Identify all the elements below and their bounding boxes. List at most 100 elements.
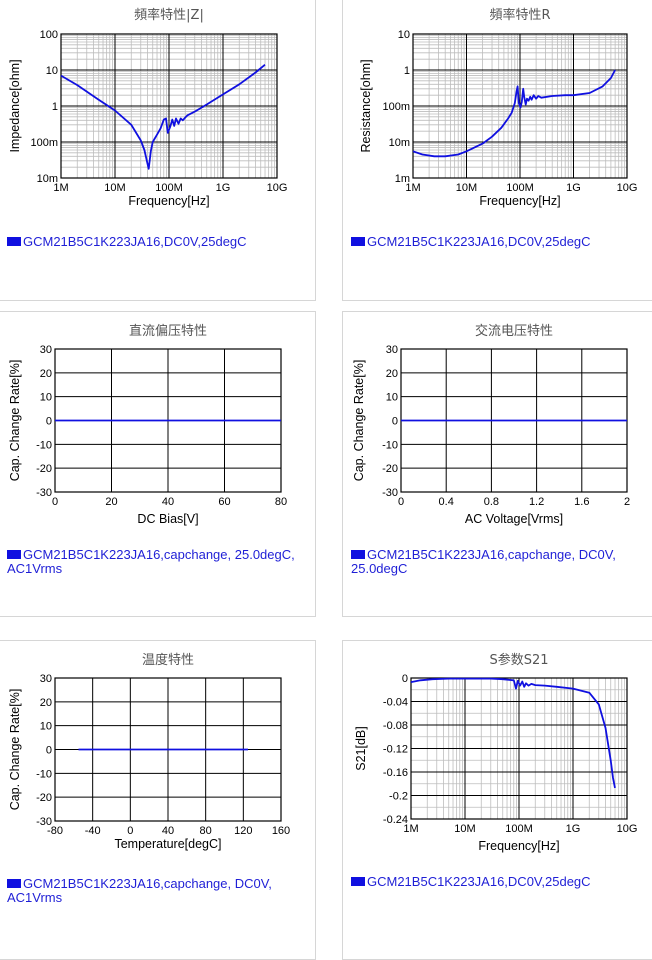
- x-axis-label: AC Voltage[Vrms]: [465, 512, 563, 526]
- legend-swatch: [7, 879, 21, 888]
- legend-swatch: [7, 237, 21, 246]
- panel-resistance: 頻率特性R 1M 10M 100M 1G 10G 10 1 100m 10m 1m Frequency…: [342, 0, 652, 301]
- y-tick-label: 1m: [395, 173, 410, 185]
- dc-bias-chart: 直流偏压特性 0 20 40 60 80 30 20 10 0 -10 -20 -30 DC Bias[V…: [8, 324, 287, 526]
- x-tick-label: 0.4: [439, 496, 454, 508]
- x-tick-label: 100M: [155, 182, 183, 194]
- x-tick-label: 10G: [617, 182, 638, 194]
- panel-ac-voltage: 交流电压特性 0 0.4 0.8 1.2 1.6 2 30 20 10 0 -10 -20 -30 AC V…: [342, 311, 652, 617]
- x-tick-label: 0.8: [484, 496, 499, 508]
- y-tick-label: -0.2: [389, 791, 408, 803]
- y-tick-label: -0.16: [383, 767, 408, 779]
- y-tick-label: -20: [36, 463, 52, 475]
- y-tick-label: -30: [382, 487, 398, 499]
- y-tick-label: -0.12: [383, 744, 408, 756]
- y-tick-label: 10: [40, 392, 52, 404]
- x-axis-label: Frequency[Hz]: [479, 194, 560, 208]
- x-tick-label: 10M: [454, 823, 475, 835]
- y-tick-label: 0: [46, 745, 52, 757]
- x-tick-label: 1M: [403, 823, 418, 835]
- legend-temperature: GCM21B5C1K223JA16,capchange, DC0V, AC1Vr…: [7, 877, 307, 905]
- plot-frame: [60, 33, 278, 179]
- x-tick-label: 1M: [53, 182, 68, 194]
- y-tick-label: 0: [392, 416, 398, 428]
- x-tick-label: 120: [234, 825, 252, 837]
- x-tick-label: 1G: [216, 182, 231, 194]
- s21-chart: S参数S21 1M 10M 100M 1G 10G 0 -0.04 -0.08 -0.12 -0.1…: [354, 652, 638, 853]
- x-axis-label: Frequency[Hz]: [128, 194, 209, 208]
- y-tick-label: -0.08: [383, 720, 408, 732]
- legend-swatch: [351, 550, 365, 559]
- x-tick-label: 10M: [456, 182, 477, 194]
- x-tick-label: 40: [162, 825, 174, 837]
- y-tick-label: 10m: [37, 173, 58, 185]
- x-tick-label: 80: [275, 496, 287, 508]
- y-axis-label: Impedance[ohm]: [8, 59, 22, 152]
- series-line: [410, 677, 616, 789]
- y-tick-label: -30: [36, 816, 52, 828]
- plot-frame: [412, 33, 628, 179]
- chart-title: 直流偏压特性: [129, 324, 207, 339]
- y-tick-label: 30: [40, 673, 52, 685]
- x-tick-label: 10G: [617, 823, 638, 835]
- x-tick-label: 60: [218, 496, 230, 508]
- x-tick-label: 10M: [104, 182, 125, 194]
- x-tick-label: 40: [162, 496, 174, 508]
- legend-s21: GCM21B5C1K223JA16,DC0V,25degC: [351, 875, 646, 889]
- y-tick-label: -20: [36, 792, 52, 804]
- y-tick-label: 20: [40, 368, 52, 380]
- legend-dc-bias: GCM21B5C1K223JA16,capchange, 25.0degC, A…: [7, 548, 307, 576]
- x-tick-label: 1.2: [529, 496, 544, 508]
- y-tick-label: 1: [404, 65, 410, 77]
- y-tick-label: 30: [386, 344, 398, 356]
- x-tick-label: -80: [47, 825, 63, 837]
- y-axis-label: Cap. Change Rate[%]: [8, 360, 22, 482]
- legend-ac-voltage: GCM21B5C1K223JA16,capchange, DC0V, 25.0d…: [351, 548, 641, 576]
- series-line: [412, 69, 616, 158]
- legend-label: GCM21B5C1K223JA16,capchange, DC0V, 25.0d…: [351, 547, 616, 576]
- x-tick-label: 80: [200, 825, 212, 837]
- panel-s21: S参数S21 1M 10M 100M 1G 10G 0 -0.04 -0.08 -0.12 -0.1…: [342, 640, 652, 960]
- plot-frame: [410, 677, 628, 820]
- chart-title: S参数S21: [489, 652, 548, 668]
- x-tick-label: 1M: [405, 182, 420, 194]
- y-tick-label: 10: [40, 721, 52, 733]
- y-tick-label: 10: [46, 65, 58, 77]
- panel-dc-bias: 直流偏压特性 0 20 40 60 80 30 20 10 0 -10 -20 -30 DC Bias[V…: [0, 311, 316, 617]
- y-tick-label: 100: [40, 29, 58, 41]
- x-tick-label: 1G: [566, 182, 581, 194]
- legend-label: GCM21B5C1K223JA16,DC0V,25degC: [23, 234, 247, 249]
- y-tick-label: -30: [36, 487, 52, 499]
- x-tick-label: 0: [127, 825, 133, 837]
- series-line: [60, 64, 266, 170]
- ac-voltage-chart: 交流电压特性 0 0.4 0.8 1.2 1.6 2 30 20 10 0 -10 -20 -30 AC V…: [352, 323, 630, 526]
- panel-temperature: 温度特性 -80 -40 0 40 80 120 160 30 20 10 0 -10 -20 -30 Tem…: [0, 640, 316, 960]
- y-tick-label: -10: [36, 768, 52, 780]
- y-tick-label: 10: [386, 392, 398, 404]
- x-tick-label: 2: [624, 496, 630, 508]
- x-axis-label: DC Bias[V]: [137, 512, 198, 526]
- temperature-chart: 温度特性 -80 -40 0 40 80 120 160 30 20 10 0 -10 -20 -30 Tem…: [8, 652, 290, 851]
- x-tick-label: 160: [272, 825, 290, 837]
- y-axis-label: Cap. Change Rate[%]: [8, 689, 22, 811]
- y-tick-label: 20: [40, 697, 52, 709]
- y-axis-label: Cap. Change Rate[%]: [352, 360, 366, 482]
- y-tick-label: -20: [382, 463, 398, 475]
- x-tick-label: 0: [398, 496, 404, 508]
- y-tick-label: 0: [46, 416, 52, 428]
- chart-title: 頻率特性|Z|: [134, 7, 204, 23]
- y-tick-label: 10m: [389, 137, 410, 149]
- y-tick-label: 10: [398, 29, 410, 41]
- y-tick-label: -10: [36, 439, 52, 451]
- chart-title: 温度特性: [142, 652, 194, 668]
- plot-frame: [54, 677, 282, 822]
- legend-label: GCM21B5C1K223JA16,capchange, DC0V, AC1Vr…: [7, 876, 272, 905]
- legend-swatch: [351, 237, 365, 246]
- y-tick-label: 30: [40, 344, 52, 356]
- legend-label: GCM21B5C1K223JA16,DC0V,25degC: [367, 234, 591, 249]
- y-tick-label: 100m: [382, 101, 410, 113]
- y-tick-label: -0.24: [383, 814, 408, 826]
- legend-swatch: [351, 877, 365, 886]
- x-axis-label: Frequency[Hz]: [478, 839, 559, 853]
- panel-impedance: 頻率特性|Z| 1M 10M 100M 1G 10G 100 10 1 100m 10m Freque…: [0, 0, 316, 301]
